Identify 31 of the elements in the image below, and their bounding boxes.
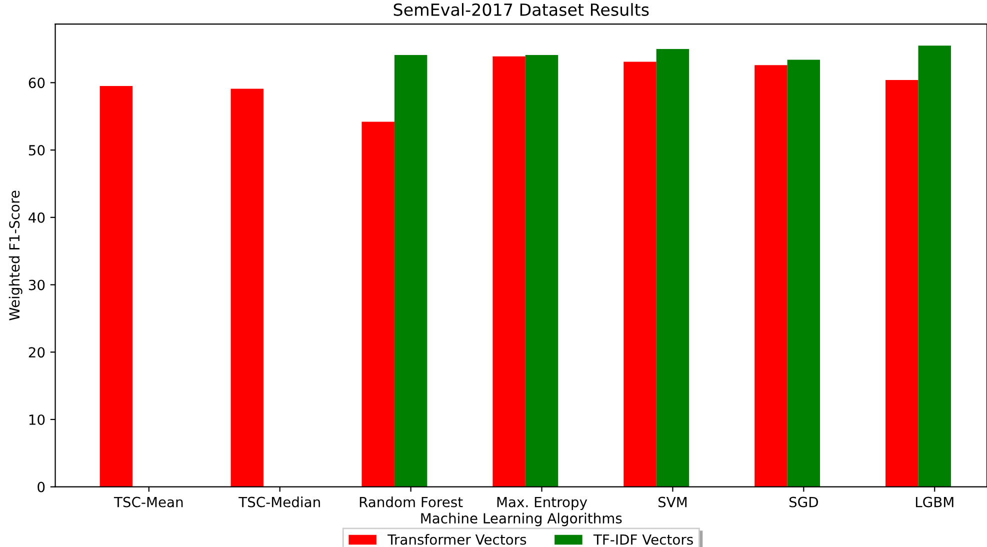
x-axis-title: Machine Learning Algorithms: [421, 512, 622, 526]
x-tick-label: TSC-Median: [238, 496, 320, 508]
y-tick-label: 0: [38, 482, 45, 492]
bar: [525, 55, 558, 487]
y-axis-title: Weighted F1-Score: [8, 190, 22, 320]
y-tick-label: 10: [29, 414, 45, 425]
bar: [787, 60, 820, 487]
bar: [230, 88, 264, 487]
y-tick-label: 60: [28, 78, 45, 88]
legend-label: TF-IDF Vectors: [593, 534, 693, 545]
y-tick-label: 50: [28, 145, 45, 156]
bar: [100, 86, 133, 487]
bar: [918, 46, 951, 487]
x-tick-label: SGD: [789, 496, 818, 508]
legend-label: Transformer Vectors: [388, 534, 526, 545]
x-tick-label: SVM: [658, 496, 687, 508]
bar: [754, 65, 788, 487]
y-tick-label: 30: [28, 280, 45, 290]
y-tick-label: 20: [28, 347, 45, 358]
x-tick-label: Random Forest: [360, 496, 463, 508]
x-tick-label: Max. Entropy: [497, 496, 588, 510]
bar: [886, 80, 918, 487]
x-tick-label: LGBM: [916, 496, 954, 508]
bar: [624, 62, 656, 487]
bar: [394, 55, 428, 487]
bar: [492, 56, 526, 487]
x-tick-label: TSC-Mean: [114, 496, 183, 508]
y-tick-label: 40: [28, 212, 45, 223]
chart-title: SemEval-2017 Dataset Results: [394, 3, 649, 16]
bar: [362, 122, 394, 487]
bar: [656, 48, 690, 487]
